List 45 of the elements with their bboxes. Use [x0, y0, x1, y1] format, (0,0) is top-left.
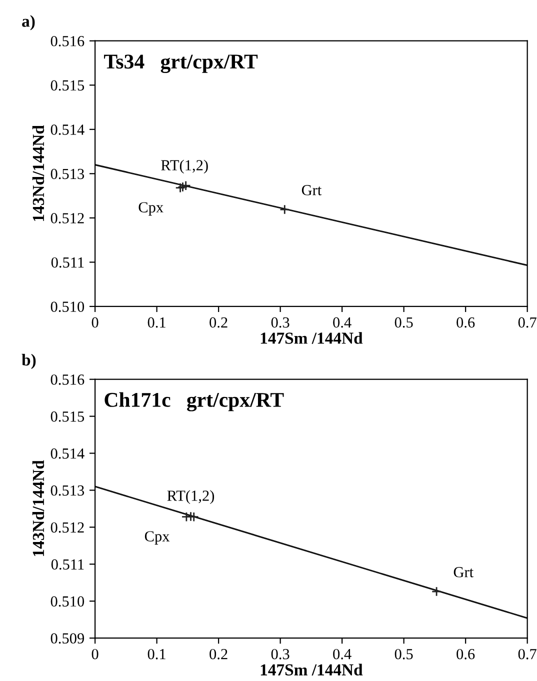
y-tick-label: 0.513 [50, 168, 84, 180]
x-tick-label: 0.2 [210, 648, 228, 660]
annotation: RT(1,2) [161, 160, 208, 174]
x-tick-label: 0.1 [148, 317, 166, 328]
chart-title: b) [22, 354, 36, 369]
x-tick-label: 0.5 [394, 648, 413, 660]
x-tick-label: 0.4 [333, 648, 352, 660]
text: Ts34 grt/cpx/RT [104, 54, 258, 74]
x-axis-title: 147Sm /144Nd [260, 664, 363, 676]
x-tick-label: 0.1 [148, 648, 166, 660]
y-tick-label: 0.511 [51, 257, 84, 268]
y-tick-label: 0.515 [50, 411, 84, 422]
y-tick-label: 0.513 [50, 485, 84, 496]
x-tick-label: 0.3 [271, 648, 290, 660]
y-tick-label: 0.511 [51, 559, 84, 570]
x-tick-label: 0.2 [210, 317, 228, 328]
y-axis-title: 143Nd/144Nd [32, 460, 44, 556]
x-tick-label: 0 [92, 317, 98, 328]
y-tick-label: 0.510 [50, 596, 84, 607]
x-tick-label: 0.7 [518, 317, 536, 328]
text: Ch171c grt/cpx/RT [104, 392, 284, 412]
annotation: Cpx [138, 202, 164, 216]
y-tick-label: 0.512 [50, 522, 84, 533]
y-tick-label: 0.515 [50, 80, 84, 91]
annotation: Grt [454, 567, 474, 578]
y-tick-label: 0.516 [50, 36, 84, 46]
x-tick-label: 0.4 [333, 317, 352, 328]
annotation: Cpx [144, 531, 170, 545]
y-tick-label: 0.514 [50, 124, 84, 135]
x-tick-label: 0.7 [518, 648, 536, 660]
y-tick-label: 0.509 [50, 633, 84, 644]
x-tick-label: 0.3 [271, 317, 290, 328]
y-tick-label: 0.516 [50, 374, 84, 385]
y-tick-label: 0.510 [50, 302, 84, 312]
x-tick-label: 0 [92, 648, 98, 660]
y-tick-label: 0.514 [50, 448, 84, 459]
y-tick-label: 0.512 [50, 213, 84, 224]
x-tick-label: 0.6 [456, 317, 475, 328]
x-tick-label: 0.5 [394, 317, 413, 328]
annotation: Grt [302, 185, 322, 196]
chart-title: a) [22, 15, 35, 30]
x-tick-label: 0.6 [456, 648, 475, 660]
x-axis-title: 147Sm /144Nd [260, 332, 363, 344]
y-axis-title: 143Nd/144Nd [32, 125, 44, 221]
annotation: RT(1,2) [167, 490, 214, 504]
